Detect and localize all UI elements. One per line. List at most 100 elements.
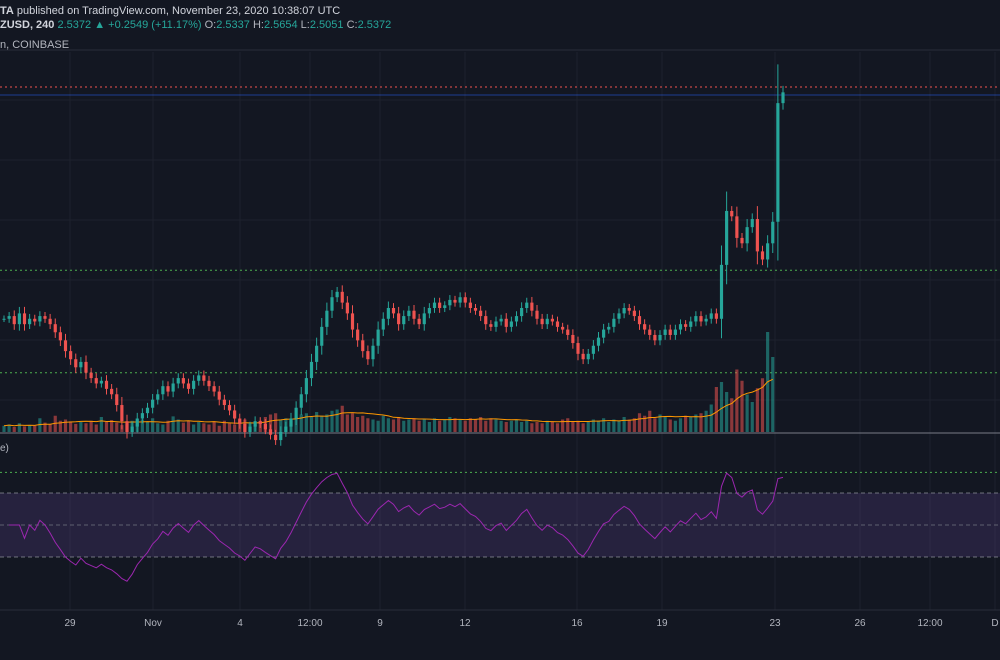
volume-bar [94,424,98,432]
candle-body [412,310,416,319]
low-value: 2.5051 [309,19,344,31]
candle-body [58,332,62,341]
candle-body [79,361,83,368]
volume-bar [192,424,196,432]
publisher-name: TA [0,5,14,17]
candle-body [550,318,554,322]
volume-bar [84,423,88,432]
volume-bar [299,414,303,432]
close-label: C: [346,19,358,31]
volume-bar [714,387,718,432]
candle-body [402,316,406,325]
volume-bar [632,418,636,432]
volume-bar [412,418,416,432]
candle-body [760,251,765,260]
candle-body [576,343,580,354]
candle-body [776,103,780,222]
candle-body [520,308,524,317]
volume-bar [304,413,308,432]
volume-bar [499,420,503,432]
candle-body [151,399,155,408]
volume-bar [345,414,349,432]
candle-body [43,316,47,319]
candle-body [258,421,262,424]
candle-body [386,308,390,319]
volume-bar [217,425,221,432]
volume-bar [561,419,565,432]
volume-bar [602,418,606,432]
volume-bar [315,412,319,432]
volume-bar [197,422,201,432]
candle-body [212,386,216,392]
candle-body [545,318,549,325]
volume-bar [463,420,467,432]
candle-body [689,321,693,327]
volume-bar [566,418,570,432]
candle-body [125,421,129,432]
volume-bar [694,414,698,432]
candle-body [202,375,206,381]
candle-body [453,299,457,303]
volume-bar [161,424,165,432]
candle-body [745,227,749,244]
x-tick-label: 12:00 [917,618,942,629]
candle-body [99,380,103,384]
volume-bar [468,418,472,432]
volume-bar [678,418,683,432]
volume-bar [653,418,657,432]
candle-body [315,345,319,362]
candle-body [299,394,303,408]
candle-body [535,310,539,319]
candle-body [130,426,134,432]
candle-body [135,418,139,427]
candle-body [658,334,662,341]
candle-body [617,313,621,319]
volume-bar [207,424,211,432]
x-tick-label: 12 [459,618,471,629]
candle-body [458,297,462,303]
candle-body [263,423,267,430]
change-arrow-icon: ▲ [94,19,106,31]
volume-bar [376,420,380,432]
candle-body [268,429,273,435]
candle-body [356,329,360,341]
candle-body [607,326,611,330]
volume-bar [555,423,560,432]
candle-body [376,329,380,346]
volume-bar [771,357,775,432]
volume-bar [151,418,155,432]
candle-body [89,372,93,379]
volume-bar [386,418,390,432]
candle-body [166,386,170,392]
candle-body [110,388,114,395]
volume-bar [268,414,273,432]
candle-body [279,432,283,441]
volume-bar [166,420,170,432]
candle-body [192,380,196,389]
candle-body [350,313,355,330]
candle-body [28,318,32,325]
volume-bar [186,420,191,432]
x-tick-label: Nov [144,618,162,629]
open-value: 2.5337 [216,19,250,31]
candle-body [422,313,426,325]
candle-body [468,302,472,308]
candle-body [197,375,201,381]
volume-bar [648,410,652,432]
volume-bar [140,419,144,432]
volume-bar [473,419,478,432]
candle-body [750,219,754,228]
volume-bar [99,417,103,432]
candle-body [479,310,483,317]
candle-body [238,418,242,424]
candle-body [340,291,344,303]
volume-bar [115,422,119,432]
candle-body [586,353,590,360]
candle-body [171,383,175,392]
volume-bar [427,422,431,432]
candle-body [771,221,775,244]
volume-bar [627,419,631,432]
volume-bar [458,419,462,432]
candle-body [653,334,657,341]
